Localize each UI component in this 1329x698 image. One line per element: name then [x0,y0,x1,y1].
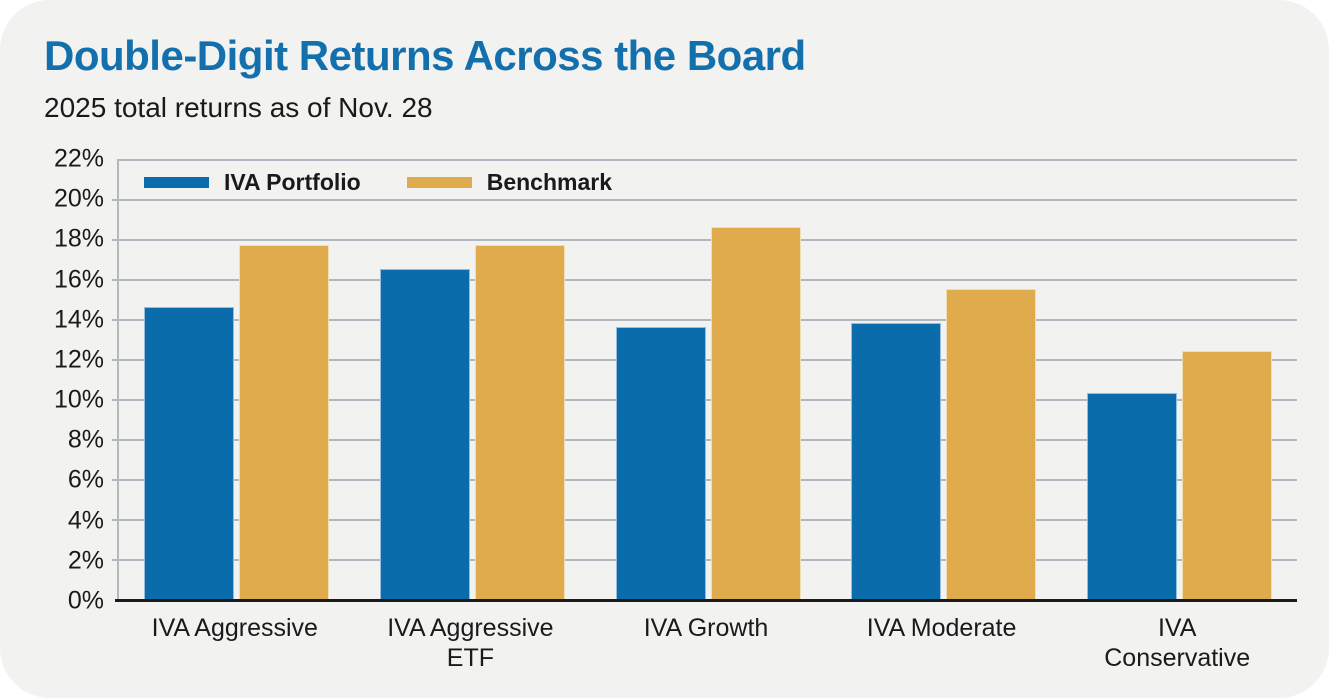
gridline [112,239,1297,241]
gridline [112,199,1297,201]
legend-swatch-benchmark [406,177,472,188]
bar-iva-portfolio-iva-aggressive-etf [379,269,470,601]
bar-iva-portfolio-iva-aggressive [144,307,235,601]
bar-iva-portfolio-iva-growth [615,327,706,601]
y-axis-tick-label: 0% [67,586,104,615]
legend-label-iva-portfolio: IVA Portfolio [224,169,361,195]
x-axis-labels: IVA Aggressive IVA Aggressive ETF IVA Grow… [117,613,1297,688]
bar-benchmark-iva-aggressive [239,245,330,601]
y-axis-tick-label: 18% [53,224,104,253]
y-axis-tick-label: 12% [53,345,104,374]
x-axis-category-label: IVA Moderate [866,614,1017,642]
y-axis-tick-label: 8% [67,425,104,454]
y-axis-tick-label: 22% [53,144,104,173]
bar-benchmark-iva-growth [710,227,801,601]
bar-benchmark-iva-moderate [946,289,1037,601]
chart-legend: IVA Portfolio Benchmark [144,169,612,196]
y-axis-tick-label: 4% [67,506,104,535]
gridline [112,319,1297,321]
y-axis-tick-label: 14% [53,305,104,334]
legend-label-benchmark: Benchmark [486,169,612,195]
bar-benchmark-iva-conservative [1181,351,1272,601]
x-axis-category-label: IVA Aggressive ETF [387,614,554,672]
chart-title: Double-Digit Returns Across the Board [44,32,806,79]
y-axis-labels: 0% 2% 4% 6% 8% 10% 12% 14% 16% 18% 20% 22% [0,145,104,615]
plot-area: IVA Portfolio Benchmark [112,159,1297,601]
x-axis-line [115,599,1297,602]
bar-benchmark-iva-aggressive-etf [474,245,565,601]
y-axis-tick-label: 2% [67,546,104,575]
gridline [112,279,1297,281]
y-axis-tick-label: 10% [53,385,104,414]
bar-iva-portfolio-iva-conservative [1086,393,1177,601]
chart-subtitle: 2025 total returns as of Nov. 28 [44,92,433,123]
y-axis-tick-label: 16% [53,265,104,294]
y-axis-tick-label: 20% [53,184,104,213]
y-axis-tick-label: 6% [67,465,104,494]
legend-swatch-iva-portfolio [144,177,209,188]
x-axis-category-label: IVA Growth [643,614,769,642]
x-axis-category-label: IVA Conservative [1104,614,1251,672]
x-axis-category-label: IVA Aggressive [151,614,318,642]
bar-iva-portfolio-iva-moderate [851,323,942,601]
